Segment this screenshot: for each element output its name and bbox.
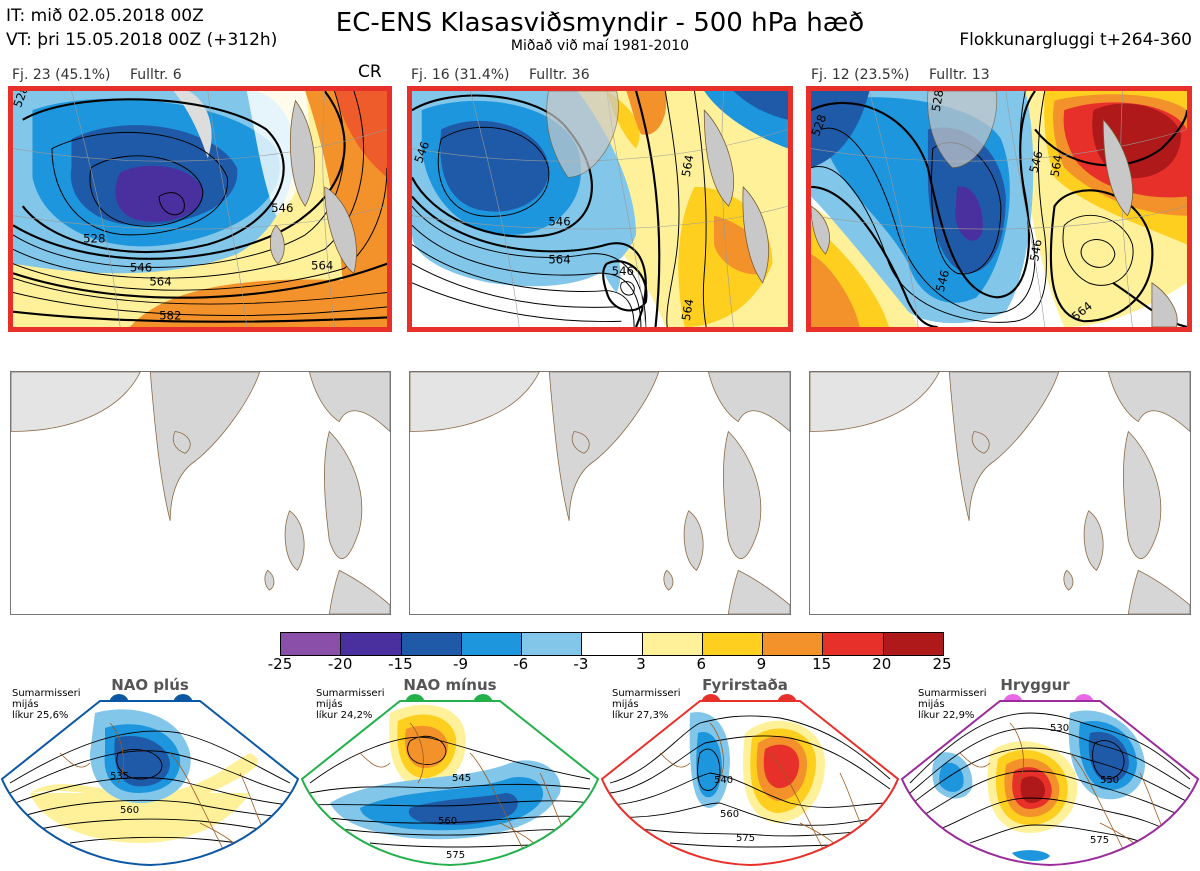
colorbar-tick-label: -20 (327, 655, 353, 673)
contour-label: 545 (452, 773, 471, 784)
contour-label: 564 (548, 253, 570, 267)
contour-label: 546 (130, 260, 152, 274)
cluster-map-1-canvas: 528 546 564 546 564 582 528 (13, 91, 387, 327)
contour-label: 560 (120, 805, 139, 816)
regime-4-name: Hryggur (1000, 676, 1070, 694)
regime-1-diagram: 535 560 (0, 700, 300, 867)
panel-1-regime: CR (358, 62, 382, 82)
colorbar-tick-label: 3 (636, 655, 646, 673)
contour-label: 530 (1050, 723, 1069, 734)
panel-2-count: Fj. 16 (31.4%) (411, 67, 510, 83)
contour-label: 560 (438, 816, 457, 827)
regime-3-name: Fyrirstaða (702, 676, 788, 694)
regime-1-name: NAO plús (111, 676, 189, 694)
regime-3-note: Sumarmisseri mijás líkur 27,3% (612, 688, 681, 721)
colorbar (280, 632, 944, 656)
colorbar-tick-label: 15 (812, 655, 832, 673)
panel-1-count: Fj. 23 (45.1%) (12, 67, 111, 83)
cluster-map-3-canvas: 528 528 546 546 564 564 546 (811, 91, 1187, 327)
panel-2-rep: Fulltr. 36 (529, 67, 590, 83)
colorbar-swatch (281, 633, 342, 655)
contour-label: 564 (1048, 154, 1066, 178)
contour-label: 560 (720, 809, 739, 820)
colorbar-tick-label: -6 (513, 655, 529, 673)
contour-label: 564 (679, 154, 697, 178)
classification-window: Flokkunargluggi t+264-360 (959, 30, 1192, 50)
contour-label: 546 (548, 214, 570, 228)
contour-label: 535 (110, 771, 129, 782)
contour-label: 546 (612, 264, 634, 278)
colorbar-tick-label: -25 (267, 655, 293, 673)
contour-label: 546 (1027, 238, 1045, 262)
blank-map-3 (809, 371, 1191, 615)
contour-label: 550 (1100, 775, 1119, 786)
colorbar-swatch (883, 633, 943, 655)
colorbar-swatch (461, 633, 523, 655)
colorbar-swatch (401, 633, 462, 655)
init-time: IT: mið 02.05.2018 00Z (6, 6, 204, 26)
colorbar-tick-label: -3 (573, 655, 589, 673)
colorbar-tick-label: 6 (696, 655, 707, 673)
colorbar-ticks: -25 -20 -15 -9 -6 -3 3 6 9 15 20 25 (260, 656, 962, 674)
colorbar-swatch (763, 633, 824, 655)
colorbar-tick-label: -15 (388, 655, 413, 673)
valid-time: VT: þri 15.05.2018 00Z (+312h) (6, 30, 278, 50)
regime-2-note: Sumarmisseri mijás líkur 24,2% (316, 688, 385, 721)
colorbar-tick-label: -9 (453, 655, 469, 673)
colorbar-swatch (823, 633, 884, 655)
blank-map-1 (10, 371, 391, 615)
contour-label: 582 (159, 308, 181, 322)
cluster-map-3: 528 528 546 546 564 564 546 (806, 86, 1192, 332)
blank-map-1-canvas (11, 372, 390, 614)
page-title: EC-ENS Klasasviðsmyndir - 500 hPa hæð (335, 8, 865, 38)
blank-map-2-canvas (410, 372, 790, 614)
contour-label: 564 (311, 259, 333, 273)
contour-label: 546 (1026, 149, 1045, 174)
colorbar-swatch (642, 633, 703, 655)
contour-label: 575 (446, 850, 465, 861)
regime-1-note: Sumarmisseri mijás líkur 25,6% (12, 688, 81, 721)
panel-1-rep: Fulltr. 6 (130, 67, 182, 83)
contour-label: 528 (83, 232, 105, 246)
colorbar-tick-label: 9 (756, 655, 767, 673)
cluster-map-2: 546 546 564 546 564 564 (407, 86, 793, 332)
regime-3-diagram: 540 560 575 (600, 700, 900, 867)
regime-4-note: Sumarmisseri mijás líkur 22,9% (918, 688, 987, 721)
contour-label: 528 (929, 91, 947, 113)
colorbar-swatch (702, 633, 764, 655)
colorbar-swatch (582, 633, 643, 655)
contour-label: 564 (679, 298, 697, 322)
colorbar-tick-label: 25 (932, 655, 952, 673)
regime-2-diagram: 545 560 575 (300, 700, 600, 867)
colorbar-tick-label: 20 (872, 655, 892, 673)
regime-4-diagram: 530 550 575 (900, 700, 1200, 867)
contour-label: 546 (271, 201, 293, 215)
contour-label: 575 (1090, 835, 1109, 846)
regime-2-name: NAO mínus (403, 676, 497, 694)
colorbar-swatch (341, 633, 402, 655)
contour-label: 546 (933, 268, 952, 293)
cluster-map-1: 528 546 564 546 564 582 528 (8, 86, 392, 332)
panel-3-count: Fj. 12 (23.5%) (811, 67, 910, 83)
contour-label: 564 (149, 275, 171, 289)
blank-map-2 (409, 371, 791, 615)
contour-label: 575 (736, 833, 755, 844)
cluster-map-2-canvas: 546 546 564 546 564 564 (412, 91, 788, 327)
blank-map-3-canvas (810, 372, 1190, 614)
colorbar-swatch (522, 633, 583, 655)
page-subtitle: Miðað við maí 1981-2010 (510, 38, 690, 54)
contour-label: 540 (714, 775, 733, 786)
panel-3-rep: Fulltr. 13 (929, 67, 990, 83)
